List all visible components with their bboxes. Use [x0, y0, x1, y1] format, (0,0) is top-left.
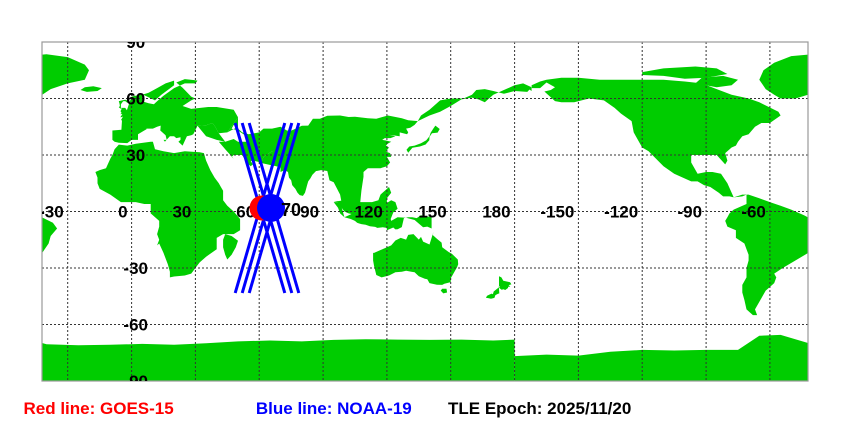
svg-text:-60: -60	[741, 203, 766, 222]
svg-text:70: 70	[281, 200, 301, 220]
svg-text:180: 180	[482, 203, 510, 222]
svg-text:-90: -90	[678, 203, 703, 222]
svg-text:150: 150	[418, 203, 446, 222]
svg-text:30: 30	[126, 146, 145, 165]
svg-text:-150: -150	[540, 203, 574, 222]
svg-text:90: 90	[300, 203, 319, 222]
svg-text:-120: -120	[604, 203, 638, 222]
svg-text:60: 60	[126, 90, 145, 109]
svg-text:-30: -30	[123, 259, 148, 278]
svg-text:0: 0	[118, 203, 127, 222]
svg-text:120: 120	[355, 203, 383, 222]
svg-text:-30: -30	[39, 203, 64, 222]
svg-text:30: 30	[172, 203, 191, 222]
svg-text:-60: -60	[123, 316, 148, 335]
